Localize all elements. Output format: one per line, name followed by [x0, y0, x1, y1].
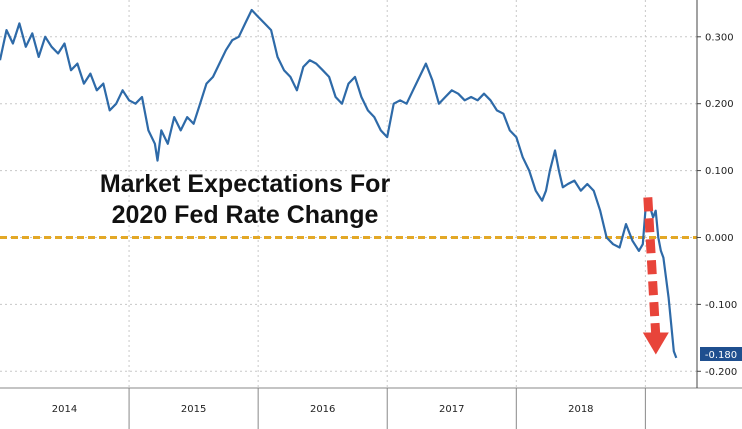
y-tick-label: -0.100 — [705, 300, 737, 311]
title-line-2: 2020 Fed Rate Change — [112, 201, 379, 229]
x-tick-label: 2015 — [181, 404, 206, 415]
last-value-box — [700, 347, 742, 361]
y-tick-label: 0.300 — [705, 32, 734, 43]
y-tick-label: 0.000 — [705, 233, 734, 244]
series-line — [0, 8, 678, 359]
arrow-shaft — [643, 197, 661, 337]
x-tick-label: 2014 — [52, 404, 77, 415]
x-tick-label: 2016 — [310, 404, 335, 415]
x-tick-label: 2018 — [568, 404, 593, 415]
y-tick-labels: 0.300 0.200 0.100 0.000 -0.100 -0.200 — [697, 32, 737, 378]
x-tick-label: 2017 — [439, 404, 464, 415]
axis-layer — [0, 0, 742, 389]
last-value-badge: -0.180 — [700, 347, 742, 361]
y-tick-label: -0.200 — [705, 367, 737, 378]
x-tick-labels: 2014 2015 2016 2017 2018 — [52, 388, 646, 429]
last-value-label: -0.180 — [705, 350, 737, 361]
series-layer — [0, 8, 678, 359]
arrow-head — [642, 332, 669, 355]
chart-title: Market Expectations For 2020 Fed Rate Ch… — [100, 170, 391, 229]
arrow-layer — [642, 197, 669, 355]
title-line-1: Market Expectations For — [100, 170, 391, 198]
y-tick-label: 0.100 — [705, 166, 734, 177]
y-tick-label: 0.200 — [705, 99, 734, 110]
